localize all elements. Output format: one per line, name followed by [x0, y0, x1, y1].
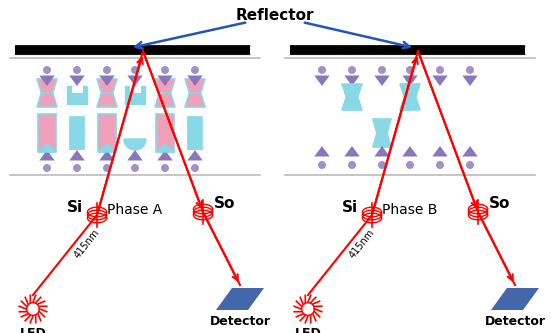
Polygon shape: [402, 146, 418, 157]
Polygon shape: [342, 84, 362, 97]
Polygon shape: [156, 144, 174, 152]
Polygon shape: [69, 150, 85, 161]
Text: So: So: [489, 196, 511, 211]
Polygon shape: [187, 76, 203, 86]
Text: Si: Si: [342, 199, 358, 214]
Polygon shape: [157, 150, 172, 161]
Polygon shape: [342, 97, 362, 110]
Polygon shape: [314, 76, 329, 86]
Polygon shape: [314, 146, 329, 157]
Circle shape: [406, 161, 414, 169]
Text: Detector: Detector: [484, 315, 545, 328]
Polygon shape: [37, 93, 57, 107]
Polygon shape: [216, 288, 264, 310]
Text: 415nm: 415nm: [347, 227, 376, 260]
Polygon shape: [373, 133, 391, 147]
Circle shape: [131, 164, 139, 172]
Circle shape: [103, 66, 111, 74]
Polygon shape: [157, 76, 172, 86]
Text: Si: Si: [67, 199, 83, 214]
Text: So: So: [214, 196, 236, 211]
Bar: [72, 86, 83, 93]
Circle shape: [161, 66, 169, 74]
Circle shape: [103, 164, 111, 172]
Bar: [188, 117, 202, 149]
Text: Phase B: Phase B: [382, 203, 437, 217]
Polygon shape: [344, 146, 360, 157]
Text: LED: LED: [20, 327, 46, 333]
Circle shape: [161, 164, 169, 172]
Bar: [98, 114, 116, 152]
Circle shape: [436, 66, 444, 74]
Circle shape: [466, 161, 474, 169]
Polygon shape: [402, 76, 418, 86]
Polygon shape: [344, 76, 360, 86]
Circle shape: [406, 66, 414, 74]
Polygon shape: [185, 79, 205, 93]
Polygon shape: [400, 84, 420, 97]
Circle shape: [191, 66, 199, 74]
Polygon shape: [400, 97, 420, 110]
Circle shape: [348, 161, 356, 169]
Polygon shape: [97, 79, 117, 93]
Circle shape: [131, 66, 139, 74]
Polygon shape: [37, 79, 57, 93]
Polygon shape: [491, 288, 539, 310]
Circle shape: [73, 164, 81, 172]
Bar: [156, 114, 174, 152]
Circle shape: [191, 164, 199, 172]
Bar: [125, 86, 145, 104]
Polygon shape: [187, 150, 203, 161]
Circle shape: [466, 66, 474, 74]
Circle shape: [43, 66, 51, 74]
Bar: [38, 114, 56, 152]
Polygon shape: [38, 144, 56, 152]
Circle shape: [378, 66, 386, 74]
Circle shape: [378, 161, 386, 169]
Polygon shape: [39, 76, 55, 86]
Polygon shape: [433, 146, 448, 157]
Circle shape: [73, 66, 81, 74]
Text: 415nm: 415nm: [72, 227, 101, 260]
Polygon shape: [433, 76, 448, 86]
Polygon shape: [70, 141, 84, 149]
Text: LED: LED: [295, 327, 321, 333]
Polygon shape: [462, 146, 478, 157]
Polygon shape: [98, 144, 116, 152]
Polygon shape: [97, 93, 117, 107]
Polygon shape: [155, 93, 175, 107]
Polygon shape: [124, 139, 146, 150]
Text: Reflector: Reflector: [236, 8, 314, 23]
Bar: [67, 86, 87, 104]
Circle shape: [43, 164, 51, 172]
Polygon shape: [127, 76, 143, 86]
Polygon shape: [185, 93, 205, 107]
Polygon shape: [155, 79, 175, 93]
Polygon shape: [374, 146, 390, 157]
Polygon shape: [373, 119, 391, 133]
Polygon shape: [462, 76, 478, 86]
Polygon shape: [99, 76, 115, 86]
Polygon shape: [69, 76, 85, 86]
Polygon shape: [188, 141, 202, 149]
Circle shape: [348, 66, 356, 74]
Polygon shape: [127, 150, 143, 161]
Circle shape: [318, 66, 326, 74]
Polygon shape: [99, 150, 115, 161]
Bar: [129, 86, 141, 93]
Polygon shape: [374, 76, 390, 86]
Polygon shape: [39, 150, 55, 161]
Text: Detector: Detector: [209, 315, 271, 328]
Text: Phase A: Phase A: [107, 203, 163, 217]
Bar: [70, 117, 84, 149]
Circle shape: [318, 161, 326, 169]
Circle shape: [436, 161, 444, 169]
